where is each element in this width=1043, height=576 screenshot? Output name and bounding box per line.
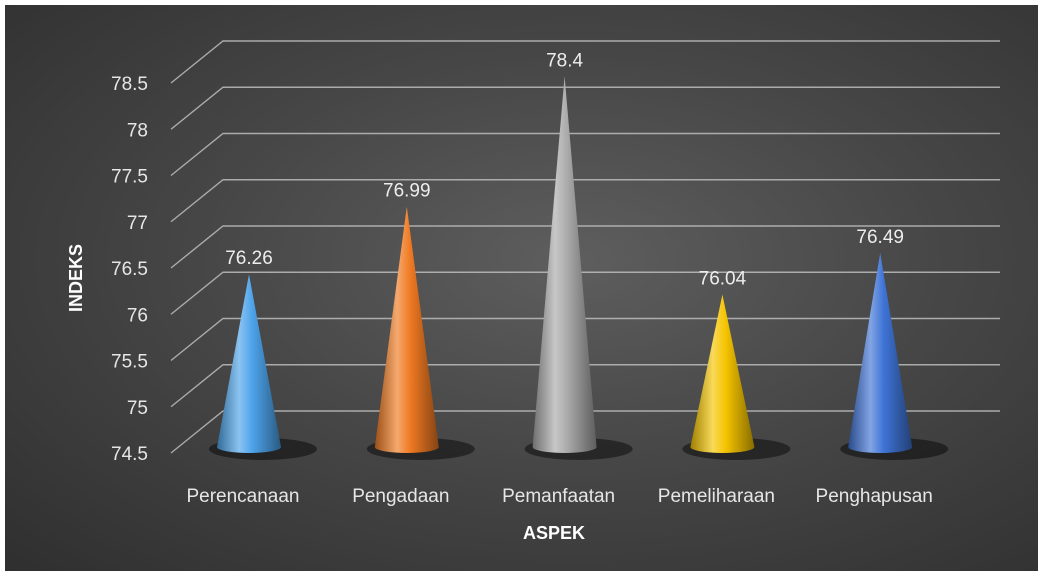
gridline: [170, 271, 1000, 315]
x-axis-title: ASPEK: [523, 523, 585, 543]
data-label: 76.49: [856, 227, 904, 248]
gridline: [170, 179, 1000, 223]
y-tick-label: 74.5: [111, 444, 148, 465]
category-label: Pemeliharaan: [658, 486, 775, 507]
gridline: [170, 225, 1000, 269]
cone-series: [209, 76, 949, 460]
gridlines: [170, 40, 1000, 454]
y-tick-label: 75: [127, 398, 148, 419]
gridline: [170, 86, 1000, 130]
x-axis-categories: Perencanaan Pengadaan Pemanfaatan Pemelihar…: [186, 486, 932, 507]
data-labels: 76.26 76.99 78.4 76.04 76.49: [225, 50, 904, 289]
y-axis-ticks: 74.5 75 75.5 76 76.5 77 77.5 78 78.5: [111, 74, 148, 465]
chart-area: 74.5 75 75.5 76 76.5 77 77.5 78 78.5 76.26 76.99 7…: [5, 5, 1038, 571]
y-tick-label: 76.5: [111, 259, 148, 280]
cone-bar: [366, 206, 475, 460]
category-label: Perencanaan: [186, 486, 299, 507]
y-tick-label: 77: [127, 213, 148, 234]
y-tick-label: 78.5: [111, 74, 148, 95]
category-label: Pengadaan: [352, 486, 449, 507]
gridline: [170, 132, 1000, 177]
cone-bar: [840, 252, 949, 460]
cone-bar: [209, 274, 317, 460]
data-label: 76.99: [383, 181, 431, 202]
gridline: [170, 364, 1000, 408]
data-label: 76.26: [225, 248, 273, 269]
y-tick-label: 75.5: [111, 352, 148, 373]
gridline: [170, 317, 1000, 362]
y-tick-label: 77.5: [111, 167, 148, 188]
data-label: 76.04: [699, 269, 747, 290]
category-label: Penghapusan: [816, 486, 933, 507]
category-label: Pemanfaatan: [502, 486, 615, 507]
y-tick-label: 78: [127, 120, 148, 141]
cone-bar: [524, 76, 633, 460]
cone-bar: [682, 294, 791, 460]
data-label: 78.4: [546, 50, 583, 71]
gridline: [170, 40, 1000, 84]
y-axis-title: INDEKS: [66, 244, 86, 312]
y-tick-label: 76: [127, 305, 148, 326]
